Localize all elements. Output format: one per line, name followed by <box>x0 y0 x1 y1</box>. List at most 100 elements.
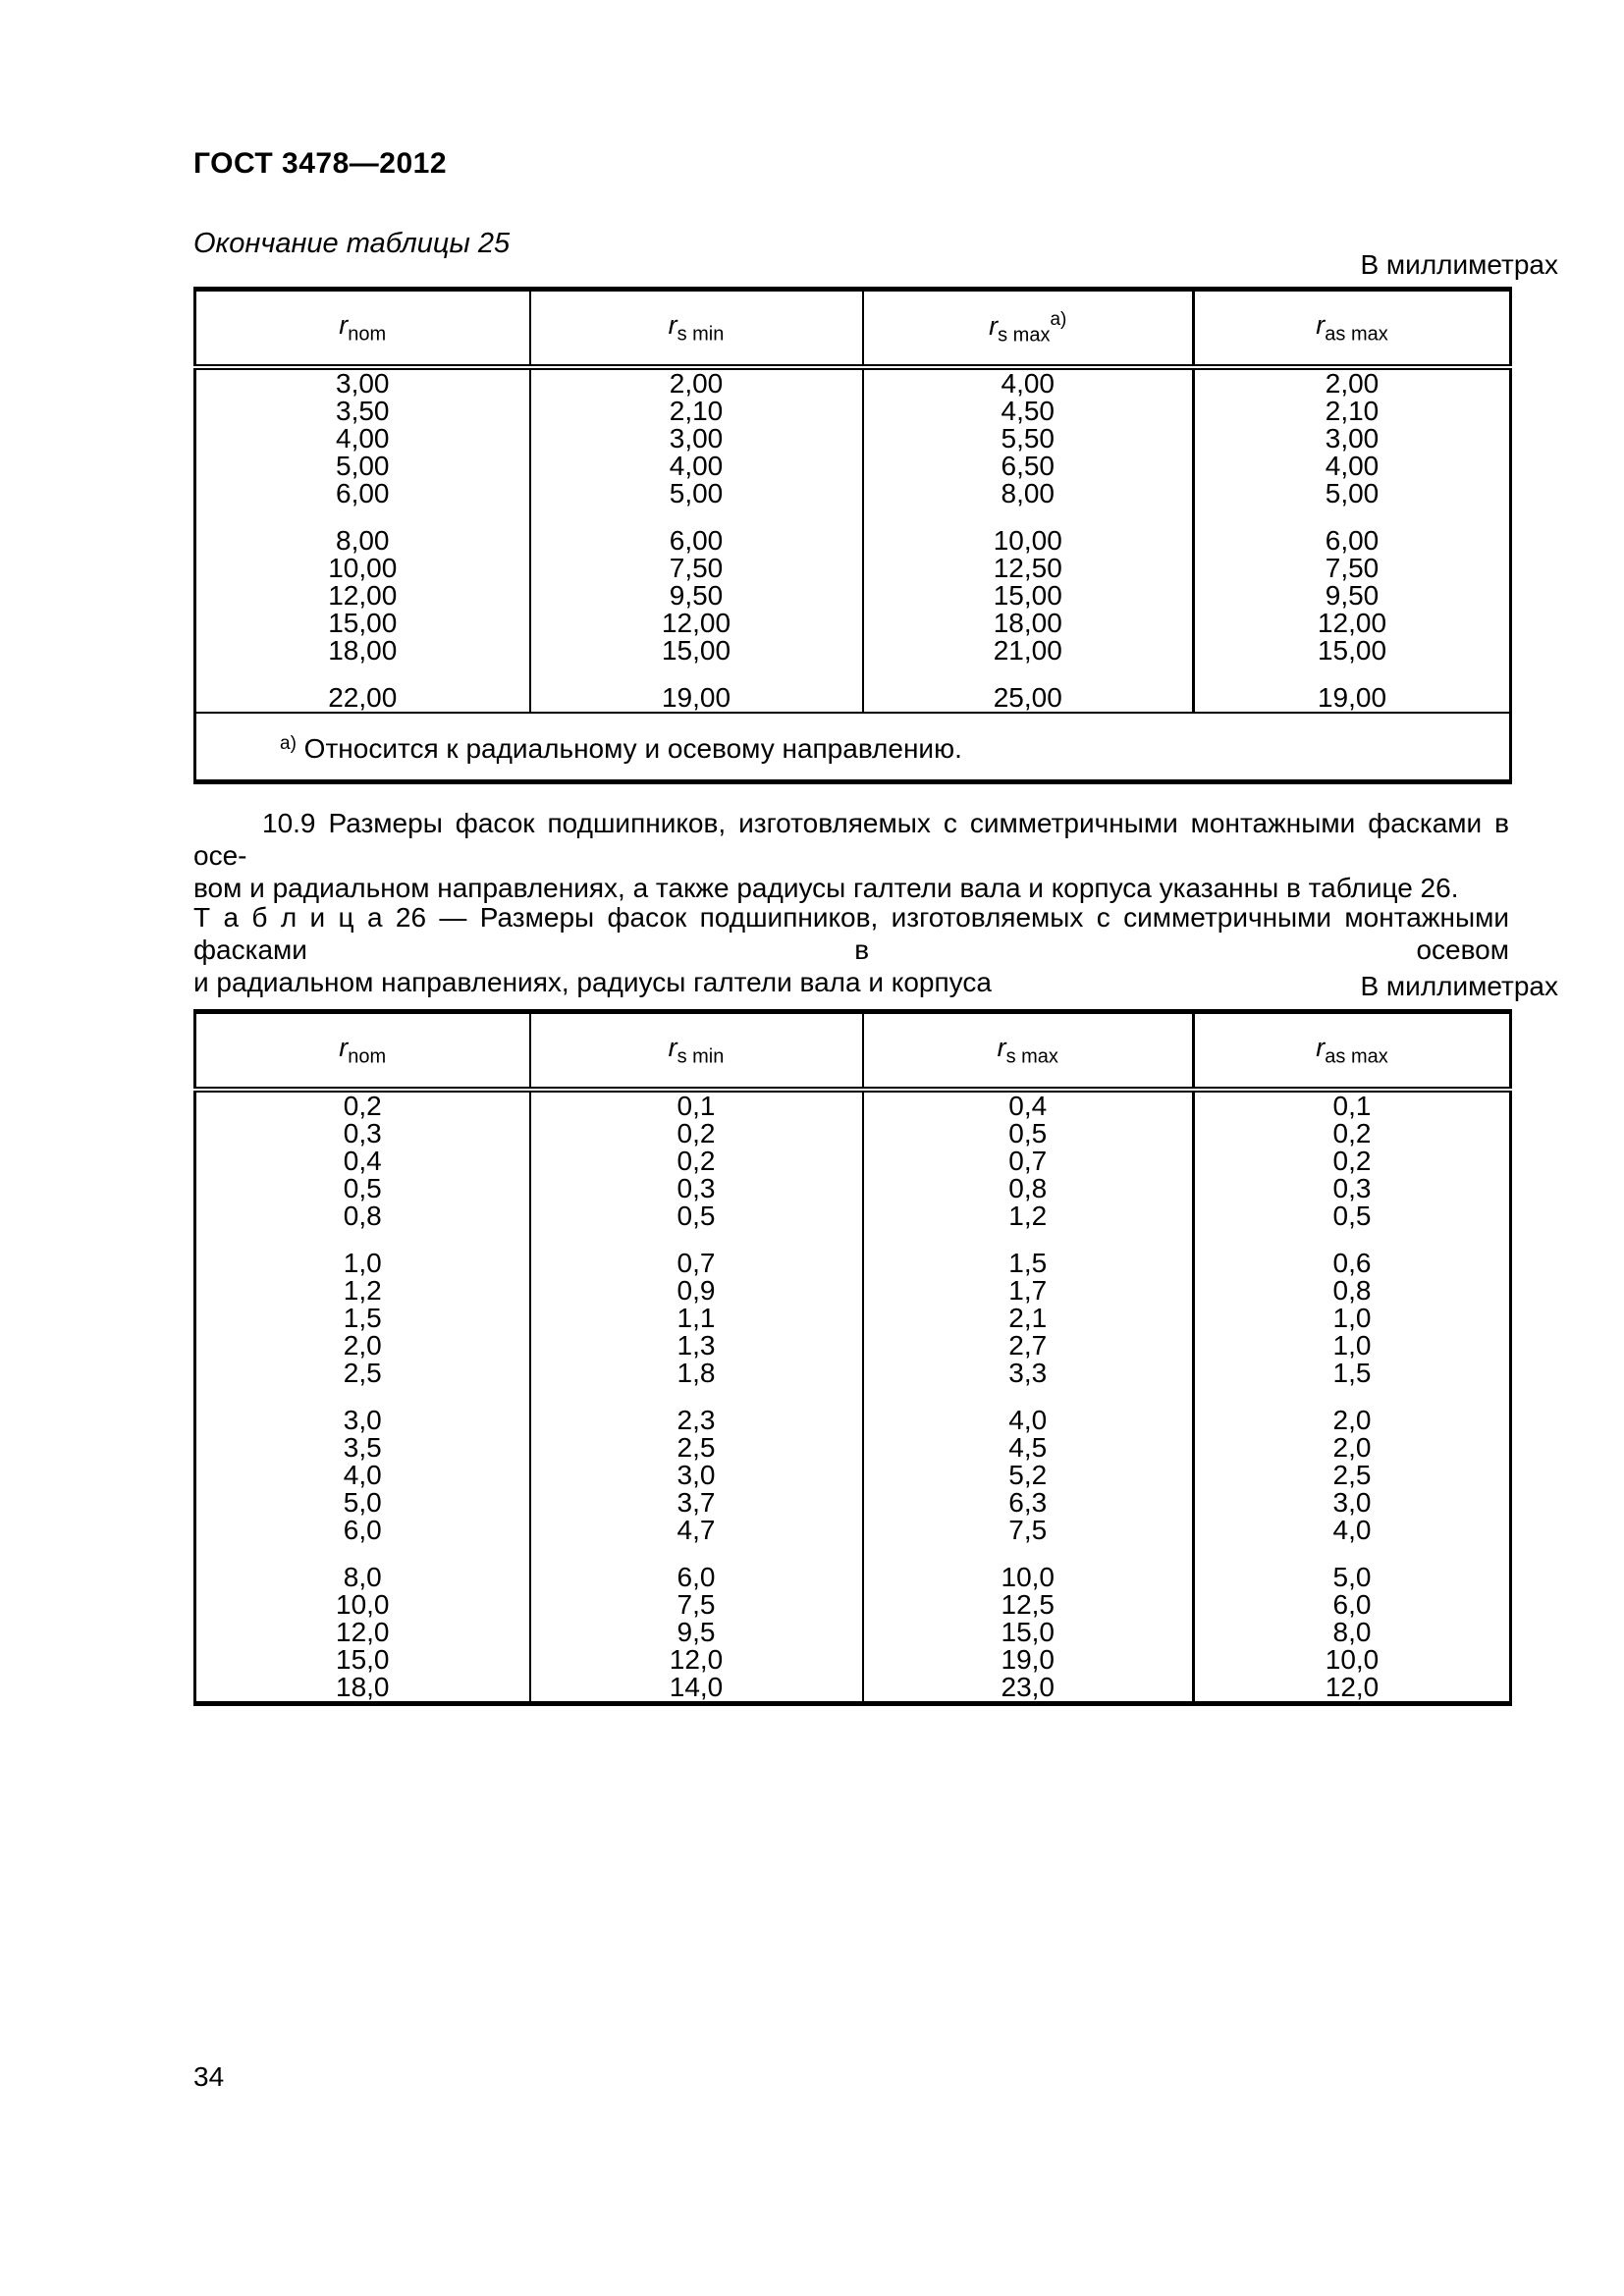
table-cell: 6,00 <box>194 480 531 507</box>
table-cell: 0,3 <box>1332 1173 1372 1203</box>
footnote-row: а) Относится к радиальному и осевому нап… <box>194 712 1511 782</box>
table-cell: 18,00 <box>862 610 1195 637</box>
table-row: 4,0 3,0 5,2 2,5 <box>194 1460 1511 1490</box>
table-row: 6,00 5,00 8,00 5,00 <box>194 478 1511 508</box>
column-header-r-nom: rnom <box>194 1011 531 1093</box>
paragraph-line: 10.9 Размеры фасок подшипников, изготовл… <box>193 808 1509 871</box>
table-cell: 0,2 <box>1332 1118 1372 1148</box>
table-cell: 0,8 <box>862 1175 1195 1202</box>
table-cell: 5,50 <box>862 425 1195 453</box>
table-row: 8,0 6,0 10,0 5,0 <box>194 1562 1511 1592</box>
table-cell: 3,7 <box>529 1489 864 1517</box>
table-cell: 23,0 <box>862 1674 1195 1704</box>
table-cell: 0,7 <box>862 1148 1195 1175</box>
table-row: 10,00 7,50 12,50 7,50 <box>194 553 1511 583</box>
table-cell: 2,0 <box>1332 1405 1372 1435</box>
table-row: 18,0 14,0 23,0 12,0 <box>194 1674 1511 1704</box>
table-cell: 3,0 <box>1332 1487 1372 1518</box>
table25-continuation-label: Окончание таблицы 25 <box>193 228 511 259</box>
table-cell: 18,00 <box>194 637 531 665</box>
table-cell: 3,0 <box>529 1462 864 1489</box>
table-cell: 12,00 <box>1317 608 1387 638</box>
table-cell: 12,50 <box>862 555 1195 582</box>
table-cell: 1,7 <box>862 1277 1195 1305</box>
table-cell: 5,00 <box>1325 478 1380 508</box>
table26-caption: Т а б л и ц а 26 — Размеры фасок подшипн… <box>193 901 1509 998</box>
table-row: 0,8 0,5 1,2 0,5 <box>194 1202 1511 1230</box>
table-cell: 1,3 <box>529 1332 864 1360</box>
section-10-9-paragraph: 10.9 Размеры фасок подшипников, изготовл… <box>193 807 1509 904</box>
table-cell: 5,0 <box>1332 1562 1372 1592</box>
column-header-r-s-min: rs min <box>529 289 864 370</box>
table-cell: 7,50 <box>529 555 864 582</box>
column-header-r-as-max: ras max <box>1193 289 1511 370</box>
table-cell: 1,2 <box>194 1277 531 1305</box>
table-cell: 0,4 <box>862 1090 1195 1120</box>
table-cell: 0,2 <box>529 1120 864 1148</box>
table-cell: 22,00 <box>194 684 531 713</box>
page-title: ГОСТ 3478—2012 <box>193 147 448 180</box>
table-cell: 19,00 <box>529 684 864 713</box>
table-row: 10,0 7,5 12,5 6,0 <box>194 1591 1511 1619</box>
header-row: rnom rs min rs max ras max <box>194 1011 1511 1093</box>
table-cell: 0,3 <box>194 1120 531 1148</box>
table-row: 3,5 2,5 4,5 2,0 <box>194 1434 1511 1462</box>
table-cell: 0,2 <box>194 1090 531 1120</box>
table-cell: 4,00 <box>1325 451 1380 481</box>
table-cell: 8,0 <box>1332 1617 1372 1647</box>
table-cell: 2,10 <box>529 398 864 425</box>
table-row: 3,0 2,3 4,0 2,0 <box>194 1405 1511 1435</box>
table-row: 1,0 0,7 1,5 0,6 <box>194 1248 1511 1278</box>
spacer-row <box>194 665 1511 684</box>
table-cell: 15,00 <box>194 610 531 637</box>
table-cell: 0,4 <box>194 1148 531 1175</box>
table-cell: 12,0 <box>194 1619 531 1646</box>
table-cell: 6,00 <box>529 527 864 555</box>
table-cell: 15,00 <box>529 637 864 665</box>
header-row: rnom rs min rs maxа) ras max <box>194 289 1511 370</box>
spacer-row <box>194 1544 1511 1564</box>
table-row: 2,0 1,3 2,7 1,0 <box>194 1332 1511 1360</box>
table-cell: 6,0 <box>529 1564 864 1591</box>
table-cell: 2,00 <box>1325 368 1380 399</box>
column-header-r-nom: rnom <box>194 289 531 370</box>
table-cell: 10,00 <box>194 555 531 582</box>
table-cell: 2,5 <box>1332 1460 1372 1490</box>
table-25: rnom rs min rs maxа) ras max 3,00 2,00 4,00 2,0… <box>193 287 1512 784</box>
table-cell: 0,6 <box>1332 1248 1372 1278</box>
table-row: 2,5 1,8 3,3 1,5 <box>194 1358 1511 1388</box>
table-row: 1,2 0,9 1,7 0,8 <box>194 1277 1511 1305</box>
table-cell: 8,00 <box>194 527 531 555</box>
table-cell: 12,00 <box>529 610 864 637</box>
table-cell: 4,00 <box>529 453 864 480</box>
table-cell: 15,00 <box>862 582 1195 610</box>
table-cell: 1,2 <box>862 1202 1195 1230</box>
table-cell: 21,00 <box>862 637 1195 665</box>
table-cell: 14,0 <box>529 1674 864 1704</box>
table-cell: 1,5 <box>1332 1358 1372 1388</box>
table-cell: 10,0 <box>194 1591 531 1619</box>
table-cell: 0,1 <box>529 1090 864 1120</box>
table-row: 5,0 3,7 6,3 3,0 <box>194 1487 1511 1518</box>
column-header-r-s-max: rs maxа) <box>862 289 1195 370</box>
table-cell: 0,3 <box>529 1175 864 1202</box>
paragraph-line: вом и радиальном направлениях, а также р… <box>193 873 1459 903</box>
table-cell: 1,5 <box>862 1250 1195 1277</box>
table-cell: 19,0 <box>862 1646 1195 1674</box>
table-cell: 7,5 <box>862 1517 1195 1544</box>
caption-line: Т а б л и ц а 26 — Размеры фасок подшипн… <box>193 902 1509 965</box>
caption-line: и радиальном направлениях, радиусы галте… <box>193 967 992 997</box>
table-cell: 6,3 <box>862 1489 1195 1517</box>
spacer-row <box>194 1387 1511 1407</box>
table-cell: 2,3 <box>529 1407 864 1434</box>
table-cell: 4,0 <box>194 1462 531 1489</box>
table-cell: 0,5 <box>529 1202 864 1230</box>
table-cell: 0,9 <box>529 1277 864 1305</box>
table-row: 3,00 2,00 4,00 2,00 <box>194 367 1511 399</box>
table-cell: 0,1 <box>1332 1091 1372 1121</box>
table-cell: 6,50 <box>862 453 1195 480</box>
table-cell: 7,50 <box>1325 553 1380 583</box>
table-cell: 6,00 <box>1325 525 1380 556</box>
table-row: 0,4 0,2 0,7 0,2 <box>194 1148 1511 1175</box>
table-cell: 2,5 <box>194 1360 531 1387</box>
